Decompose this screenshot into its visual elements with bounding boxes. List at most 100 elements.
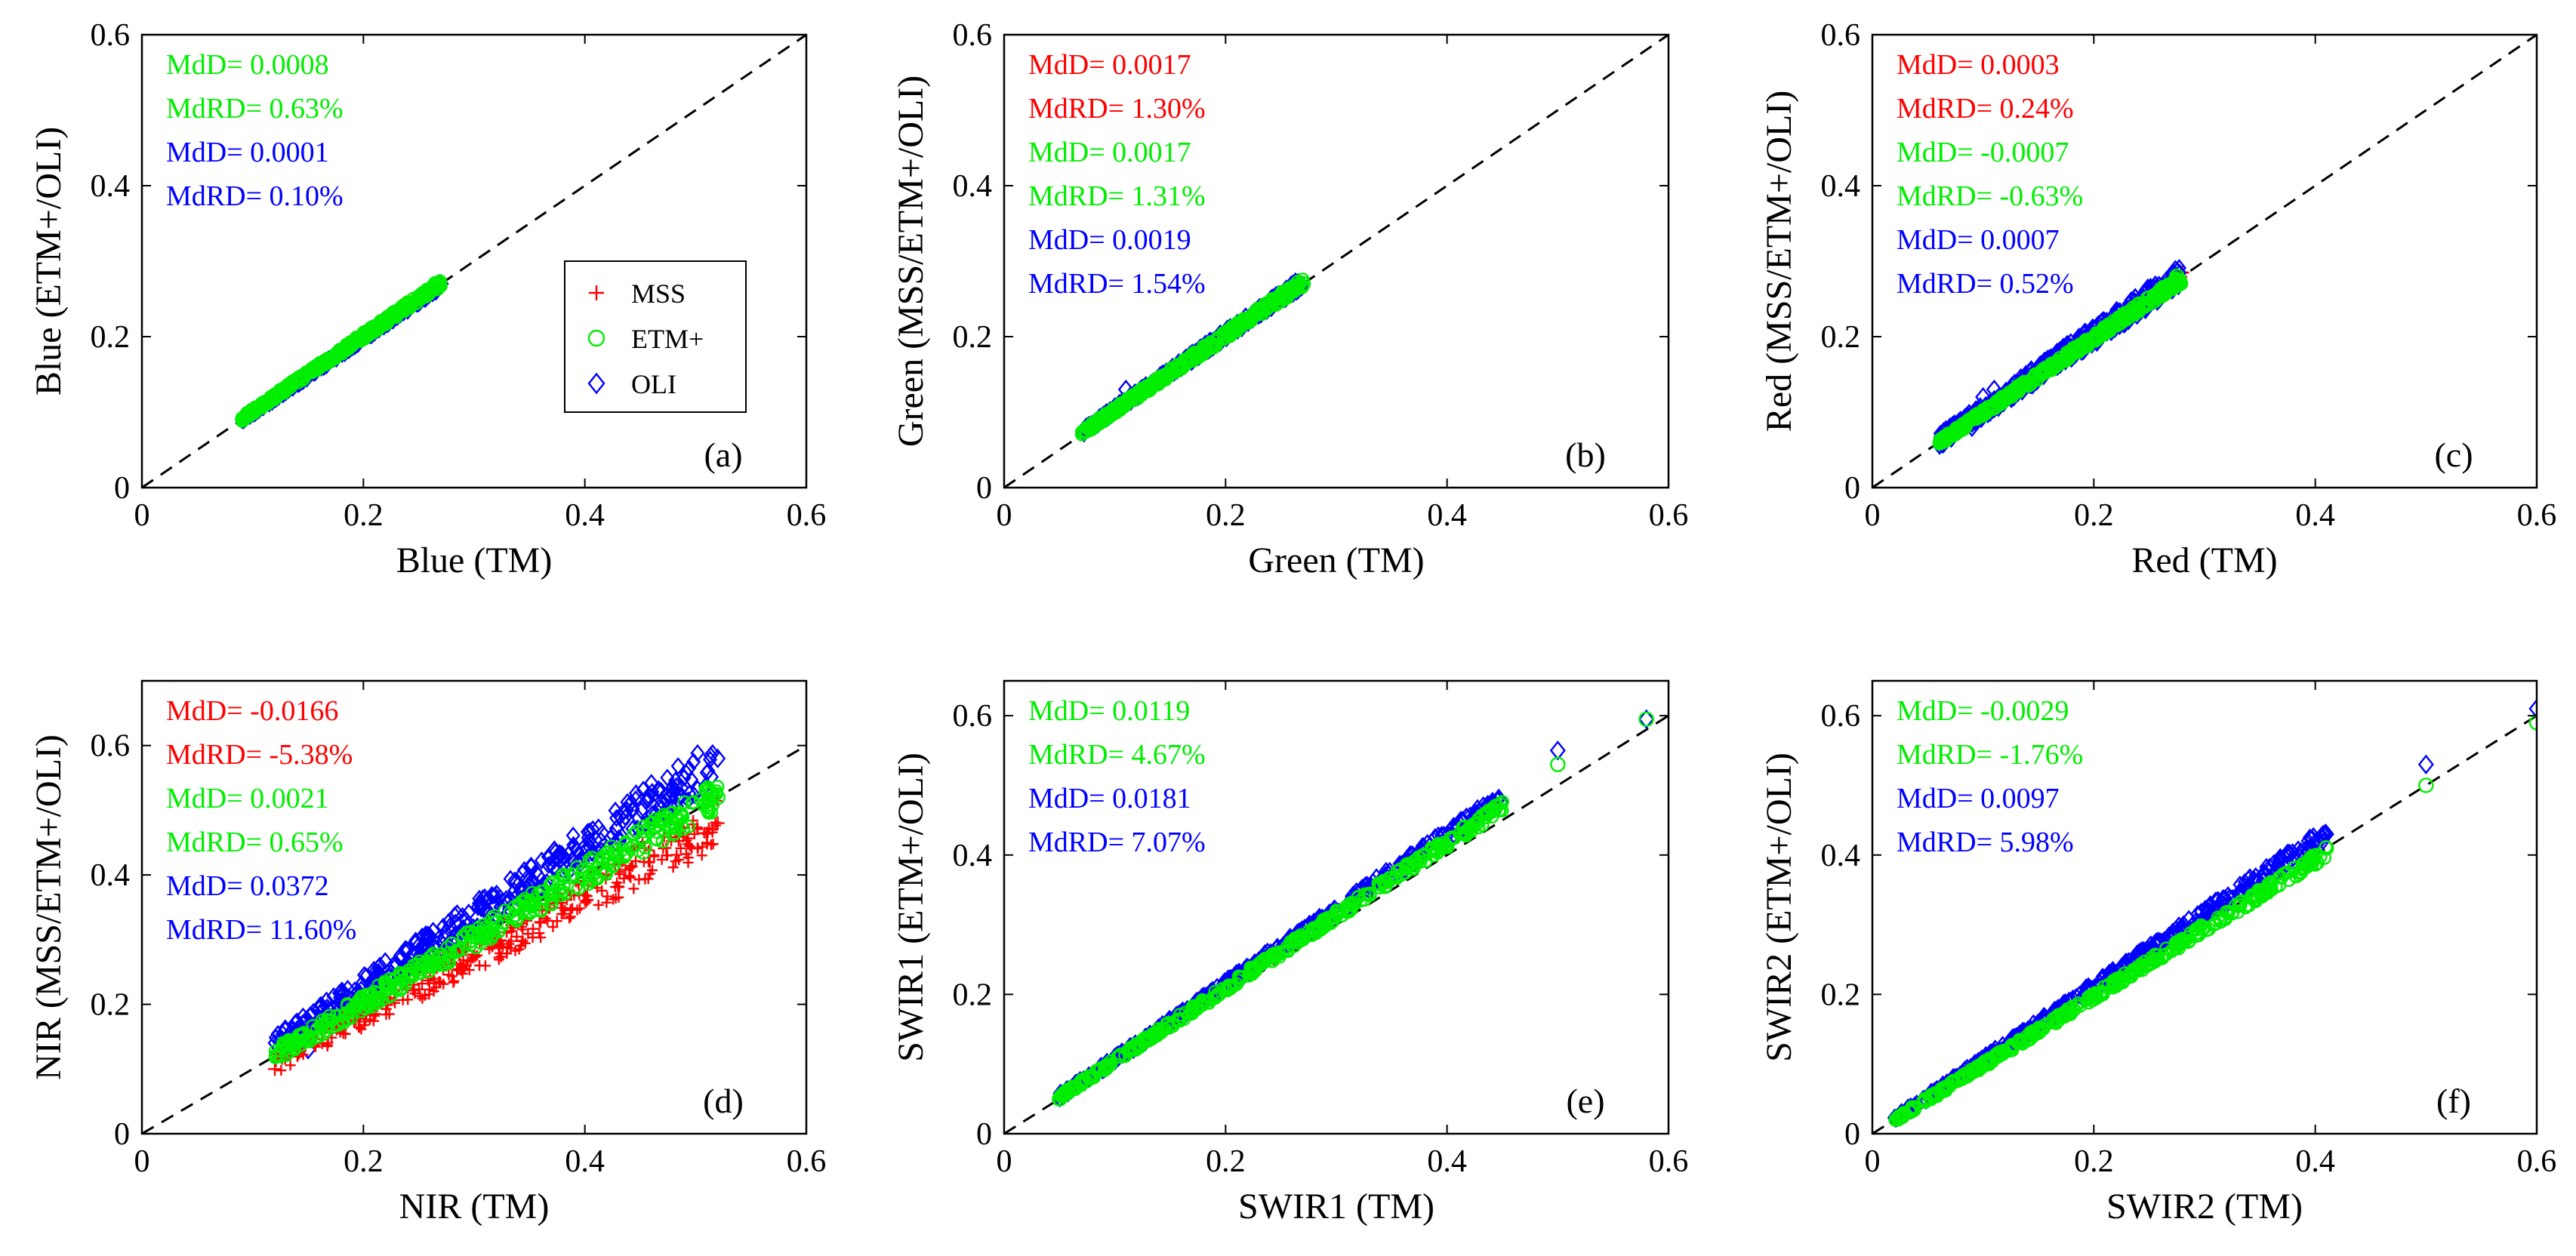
data-point — [707, 823, 719, 835]
data-point — [676, 768, 692, 787]
data-point — [333, 1008, 347, 1023]
stat-label: MdRD= 0.63% — [166, 93, 344, 125]
data-point — [628, 883, 639, 894]
data-point — [628, 784, 644, 802]
data-point — [680, 848, 692, 860]
data-point — [1278, 285, 1293, 300]
stat-label: MdRD= 0.10% — [166, 180, 344, 212]
data-point — [1203, 341, 1218, 356]
x-tick-label: 0.6 — [787, 1144, 827, 1179]
stat-label: MdD= -0.0166 — [166, 695, 338, 727]
data-point — [445, 936, 459, 951]
data-point — [294, 1027, 309, 1042]
data-point — [327, 350, 341, 365]
data-point — [1935, 434, 1950, 448]
panel-label: (d) — [703, 1082, 744, 1120]
panel-label: (b) — [1565, 436, 1606, 474]
stat-label: MdD= 0.0021 — [166, 783, 329, 814]
data-point — [1134, 388, 1149, 402]
legend-entry-label: ETM+ — [631, 324, 704, 354]
data-point — [485, 885, 500, 904]
data-point — [585, 820, 600, 839]
data-point — [2122, 310, 2137, 325]
data-point — [1154, 370, 1169, 384]
y-tick-label: 0 — [114, 1117, 130, 1152]
data-point — [626, 860, 637, 872]
y-tick-label: 0.4 — [953, 169, 993, 204]
data-point — [582, 852, 596, 867]
data-point — [640, 790, 655, 809]
x-axis-label: NIR (TM) — [399, 1187, 550, 1227]
data-point — [613, 891, 624, 903]
data-point — [698, 782, 713, 796]
data-point — [697, 841, 708, 852]
legend-box — [564, 260, 747, 413]
data-point — [572, 881, 586, 896]
data-point — [570, 842, 585, 860]
data-point — [1284, 284, 1299, 299]
data-point — [524, 857, 539, 876]
data-point — [636, 824, 651, 839]
data-point — [2043, 362, 2058, 377]
data-point — [677, 795, 692, 809]
stat-label: MdD= 0.0001 — [166, 137, 329, 168]
stat-label: MdRD= 0.52% — [1897, 268, 2074, 300]
stat-label: MdRD= 1.31% — [1028, 180, 1206, 212]
data-point — [610, 850, 625, 864]
x-tick-label: 0.4 — [2295, 498, 2335, 533]
data-point — [660, 768, 675, 787]
data-point — [1996, 389, 2011, 404]
stat-label: MdD= 0.0019 — [1028, 224, 1191, 256]
data-point — [393, 946, 408, 965]
data-point — [607, 857, 621, 872]
data-point — [1354, 893, 1368, 908]
data-point — [2135, 298, 2150, 312]
data-point — [556, 867, 571, 882]
data-point — [643, 856, 655, 867]
data-point — [443, 969, 454, 980]
outlier-point — [427, 276, 443, 292]
series-etmplus — [1932, 268, 2189, 451]
y-axis-label: NIR (MSS/ETM+/OLI) — [29, 734, 69, 1080]
data-point — [340, 1028, 351, 1039]
y-tick-label: 0.2 — [1821, 320, 1861, 355]
data-point — [547, 851, 562, 870]
data-point — [633, 802, 649, 820]
data-point — [1240, 316, 1255, 330]
data-point — [625, 799, 640, 818]
axes-box — [140, 33, 808, 489]
data-point — [474, 894, 489, 913]
data-point — [1185, 346, 1200, 361]
data-point — [514, 894, 528, 909]
data-point — [670, 757, 686, 775]
data-point — [564, 913, 575, 924]
data-point — [475, 897, 490, 916]
data-point — [1084, 417, 1098, 432]
data-point — [684, 840, 695, 851]
data-point — [518, 891, 532, 906]
x-tick-label: 0.2 — [344, 498, 384, 533]
data-point — [701, 828, 712, 839]
data-point — [263, 393, 279, 408]
data-point — [643, 816, 658, 831]
data-point — [541, 856, 556, 875]
data-point — [702, 750, 718, 769]
x-tick-label: 0.4 — [565, 1144, 605, 1179]
data-point — [1175, 356, 1189, 371]
data-point — [276, 1065, 287, 1076]
x-tick-label: 0 — [134, 498, 150, 533]
y-tick-label: 0.4 — [91, 858, 131, 893]
data-point — [421, 929, 436, 948]
data-point — [534, 928, 545, 939]
stat-label: MdRD= 1.30% — [1028, 93, 1206, 125]
y-axis-label: Red (MSS/ETM+/OLI) — [1759, 91, 1799, 432]
data-point — [542, 915, 553, 926]
data-point — [333, 983, 348, 1002]
y-tick-label: 0.6 — [953, 18, 993, 53]
data-point — [627, 827, 641, 842]
data-point — [401, 963, 416, 978]
x-tick-label: 0 — [1865, 498, 1881, 533]
data-point — [577, 837, 592, 856]
